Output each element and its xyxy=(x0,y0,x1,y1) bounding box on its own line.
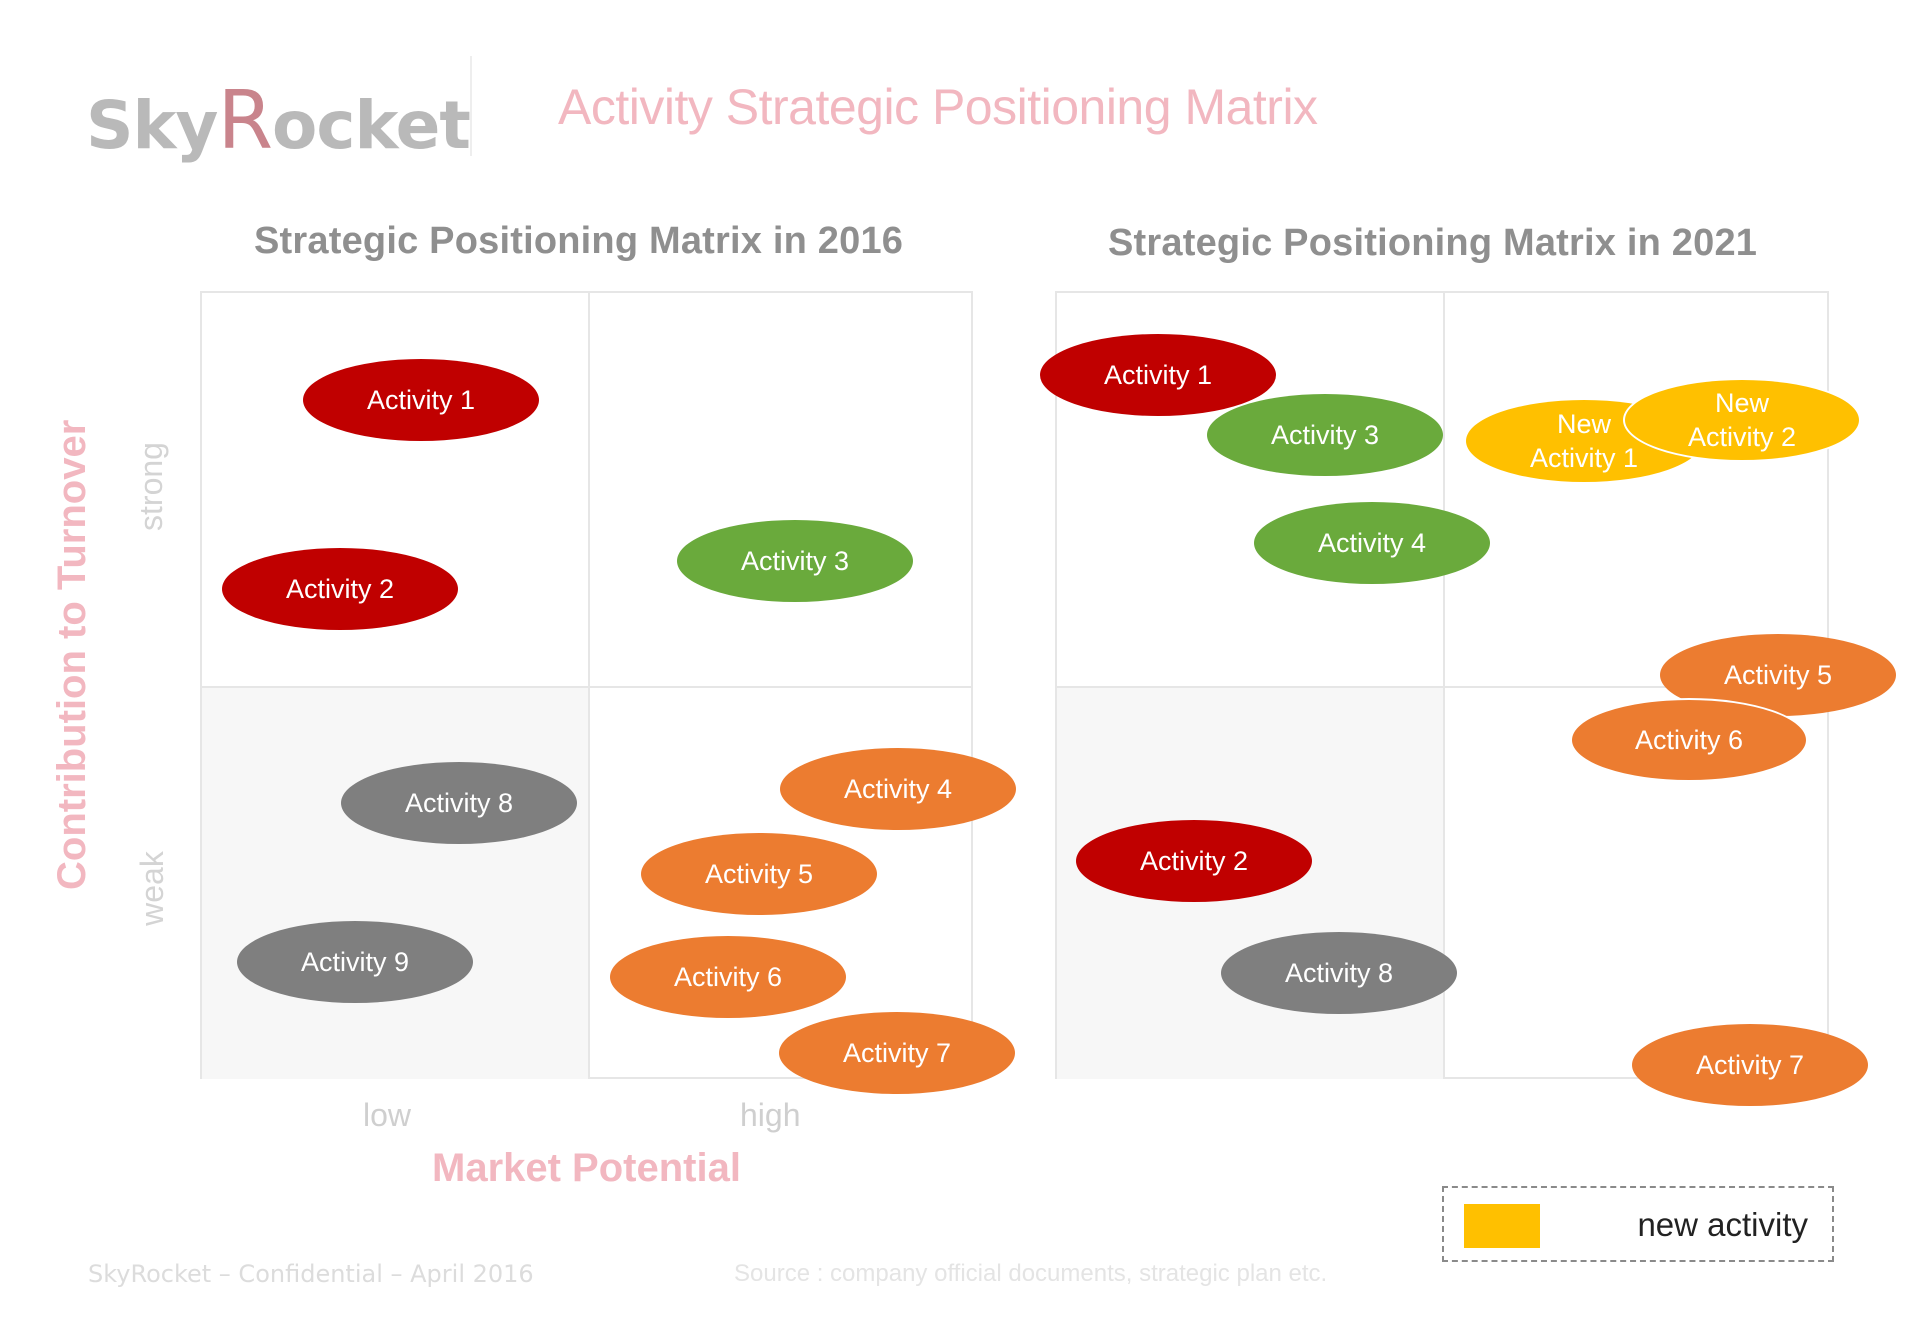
matrix-title-2021: Strategic Positioning Matrix in 2021 xyxy=(1108,222,1758,264)
y-tick-weak: weak xyxy=(133,851,170,926)
bubble-2021-activity-4: Activity 4 xyxy=(1254,502,1490,584)
footer-source: Source : company official documents, str… xyxy=(734,1260,1328,1287)
legend-swatch-new-activity xyxy=(1464,1204,1540,1248)
horizontal-divider xyxy=(1057,686,1827,688)
logo-wordmark: SkyRocket xyxy=(86,74,471,167)
bubble-2016-activity-7: Activity 7 xyxy=(779,1012,1015,1094)
bubble-2021-activity-8: Activity 8 xyxy=(1221,932,1457,1014)
quadrant-low-weak xyxy=(202,686,588,1079)
bubble-2016-activity-4: Activity 4 xyxy=(780,748,1016,830)
matrix-title-2016: Strategic Positioning Matrix in 2016 xyxy=(254,220,904,262)
header-divider xyxy=(470,56,472,156)
y-tick-strong: strong xyxy=(132,442,169,531)
legend: new activity xyxy=(1442,1186,1834,1262)
bubble-2016-activity-3: Activity 3 xyxy=(677,520,913,602)
horizontal-divider xyxy=(202,686,971,688)
footer-confidential: SkyRocket – Confidential – April 2016 xyxy=(88,1260,534,1288)
bubble-2021-activity-2: Activity 2 xyxy=(1076,820,1312,902)
legend-label: new activity xyxy=(1637,1206,1808,1243)
vertical-divider xyxy=(588,293,590,1077)
bubble-2021-activity-1: Activity 1 xyxy=(1040,334,1276,416)
bubble-2021-activity-7: Activity 7 xyxy=(1632,1024,1868,1106)
bubble-2016-activity-5: Activity 5 xyxy=(641,833,877,915)
bubble-2021-new-activity-2: New Activity 2 xyxy=(1623,378,1861,462)
bubble-2016-activity-9: Activity 9 xyxy=(237,921,473,1003)
bubble-2016-activity-6: Activity 6 xyxy=(610,936,846,1018)
bubble-2021-activity-6: Activity 6 xyxy=(1570,698,1808,782)
x-axis-title: Market Potential xyxy=(432,1146,741,1190)
bubble-2016-activity-1: Activity 1 xyxy=(303,359,539,441)
y-axis-title: Contribution to Turnover xyxy=(50,419,94,890)
skyrocket-logo: SkyRocket xyxy=(86,70,471,167)
x-tick-low: low xyxy=(363,1097,412,1133)
vertical-divider xyxy=(1443,293,1445,1077)
bubble-2016-activity-2: Activity 2 xyxy=(222,548,458,630)
x-tick-high: high xyxy=(740,1097,801,1133)
bubble-2016-activity-8: Activity 8 xyxy=(341,762,577,844)
bubble-2021-activity-3: Activity 3 xyxy=(1207,394,1443,476)
page-title: Activity Strategic Positioning Matrix xyxy=(558,79,1318,135)
